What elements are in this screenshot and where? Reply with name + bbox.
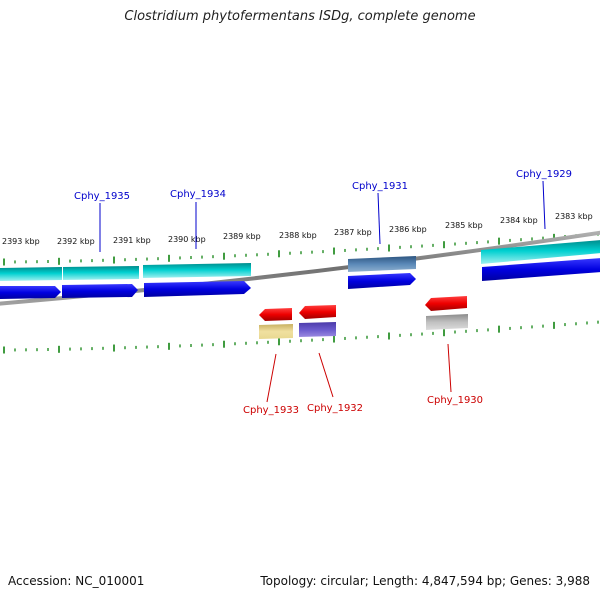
forward-gene-labels: Cphy_1935 Cphy_1934 Cphy_1931 Cphy_1929 [74,169,572,252]
accession-text: Accession: NC_010001 [8,574,145,588]
tick-label: 2386 kbp [389,225,427,234]
inner-tick-ring [3,320,599,354]
feature-block-slateblue[interactable] [299,322,336,337]
forward-cds-arrow[interactable] [144,281,251,297]
gene-label-reverse[interactable]: Cphy_1930 [427,395,483,406]
topology-text: Topology: circular; Length: 4,847,594 bp… [260,574,590,588]
reverse-cds-arrow[interactable] [299,305,336,319]
feature-block-cyan[interactable] [481,240,600,264]
feature-block-cyan[interactable] [0,267,62,281]
feature-block-khaki[interactable] [259,324,293,339]
reverse-gene-labels: Cphy_1933 Cphy_1932 Cphy_1930 [243,343,483,416]
tick-labels: 2393 kbp 2392 kbp 2391 kbp 2390 kbp 2389… [2,212,593,246]
gene-label-forward[interactable]: Cphy_1935 [74,191,130,202]
gene-label-forward[interactable]: Cphy_1929 [516,169,572,180]
tick-label: 2385 kbp [445,221,483,230]
inner-feature-track [259,314,468,339]
feature-block-cyan[interactable] [63,266,139,280]
forward-cds-arrow[interactable] [0,286,61,299]
reverse-cds-arrow[interactable] [259,308,292,321]
tick-label: 2393 kbp [2,237,40,246]
label-leader-line [542,180,546,230]
forward-cds-arrow[interactable] [62,284,138,298]
gene-label-reverse[interactable]: Cphy_1932 [307,403,363,414]
tick-label: 2383 kbp [555,212,593,221]
gene-label-forward[interactable]: Cphy_1934 [170,189,226,200]
feature-block-cyan[interactable] [143,263,251,278]
gene-label-reverse[interactable]: Cphy_1933 [243,405,299,416]
feature-block-steelblue[interactable] [348,256,416,272]
label-leader-line [447,343,452,393]
reverse-cds-track [259,296,467,321]
tick-label: 2389 kbp [223,232,261,241]
tick-label: 2392 kbp [57,237,95,246]
forward-cds-arrow[interactable] [482,258,600,281]
cyan-feature-track [0,240,600,281]
map-title: Clostridium phytofermentans ISDg, comple… [124,9,476,24]
outer-tick-ring [3,232,599,266]
tick-label: 2388 kbp [279,231,317,240]
forward-cds-arrow[interactable] [348,273,416,289]
tick-label: 2390 kbp [168,235,206,244]
tick-label: 2384 kbp [500,216,538,225]
feature-block-gray[interactable] [426,314,468,330]
gene-label-forward[interactable]: Cphy_1931 [352,181,408,192]
label-leader-line [318,352,334,398]
forward-cds-track [0,258,600,299]
tick-label: 2387 kbp [334,228,372,237]
label-leader-line [377,192,381,245]
tick-label: 2391 kbp [113,236,151,245]
label-leader-line [266,353,277,403]
reverse-cds-arrow[interactable] [425,296,467,311]
